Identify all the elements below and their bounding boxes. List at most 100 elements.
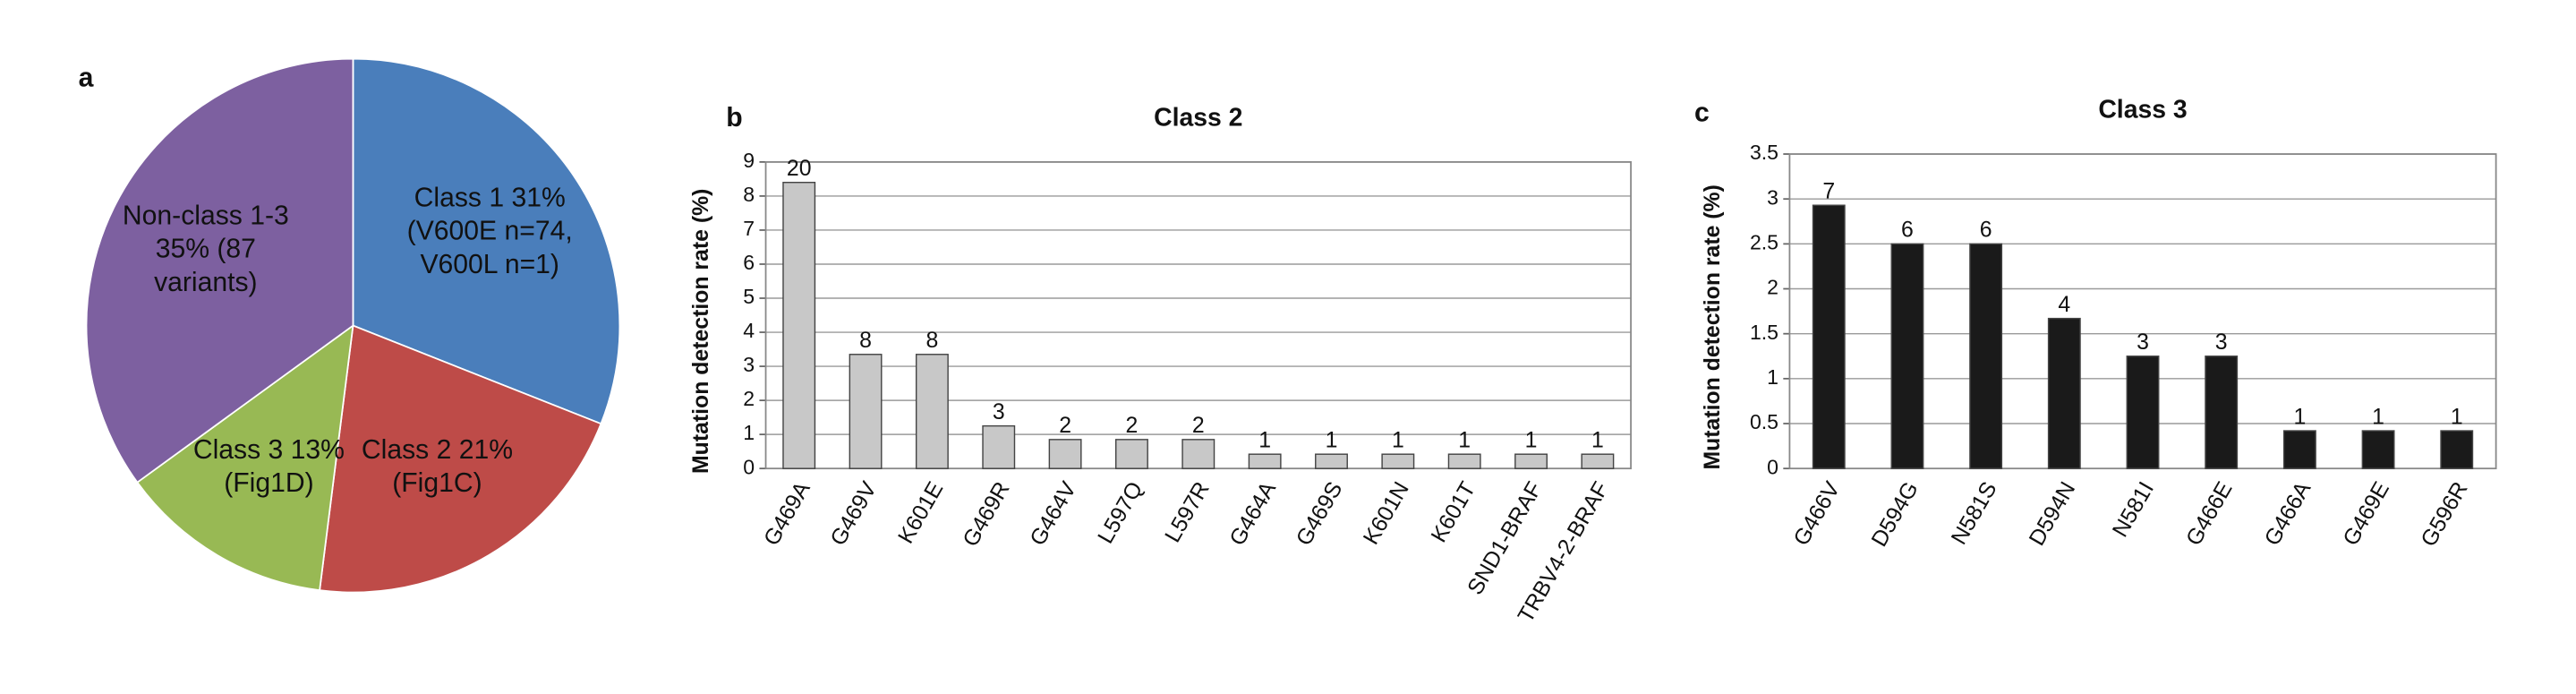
x-tick-label: G469S	[1292, 478, 1347, 550]
bar	[1381, 453, 1415, 469]
x-tick-label: G466E	[2182, 478, 2238, 550]
bar	[1890, 243, 1924, 469]
panel-letter: c	[1694, 99, 1710, 128]
bar-count-label: 1	[1392, 429, 1404, 453]
bar-count-label: 2	[1192, 414, 1205, 438]
bar	[1581, 453, 1615, 469]
bar-count-label: 3	[2137, 330, 2149, 355]
bar-count-label: 4	[2058, 293, 2070, 317]
slice-label: Class 3 13%	[193, 435, 345, 465]
bar	[915, 354, 949, 469]
bar-count-label: 1	[1525, 429, 1538, 453]
pie-slice	[319, 324, 602, 594]
slice-label: V600L n=1)	[420, 250, 559, 279]
y-tick-label: 9	[743, 149, 755, 172]
bar-count-label: 2	[1126, 414, 1139, 438]
y-tick-label: 3	[743, 353, 755, 376]
bar-count-label: 1	[2372, 405, 2384, 429]
bar-count-label: 2	[1059, 414, 1071, 438]
y-tick-label: 2	[743, 387, 755, 410]
bar	[2282, 430, 2316, 469]
y-tick-label: 3.5	[1750, 141, 1778, 164]
slice-label: (Fig1D)	[224, 468, 313, 498]
y-axis-label: Mutation detection rate (%)	[689, 189, 713, 474]
bar-count-label: 8	[859, 329, 872, 353]
bar	[2205, 356, 2239, 469]
slice-label: 35% (87	[156, 235, 256, 264]
x-tick-label: L597R	[1161, 478, 1215, 547]
bar	[1315, 453, 1348, 469]
bar	[1181, 439, 1215, 469]
x-tick-label: K601T	[1427, 478, 1480, 547]
y-tick-label: 2	[1767, 276, 1778, 299]
bar-count-label: 20	[787, 157, 812, 181]
x-tick-label: L597Q	[1094, 478, 1148, 548]
pie-slice	[136, 323, 354, 592]
y-tick-label: 7	[743, 217, 755, 240]
slice-label: Class 1 31%	[414, 183, 566, 212]
bar-count-label: 1	[1326, 429, 1338, 453]
pie-slice	[352, 57, 621, 425]
y-tick-label: 4	[743, 319, 755, 342]
x-tick-label: G469R	[959, 478, 1015, 552]
slice-label: Class 2 21%	[362, 435, 513, 465]
x-tick-label: G469E	[2339, 478, 2394, 550]
x-tick-label: G469V	[826, 477, 882, 550]
bar	[2047, 317, 2081, 469]
bar-count-label: 1	[2293, 405, 2306, 429]
x-tick-label: N581I	[2108, 478, 2158, 542]
bar	[1969, 243, 2003, 469]
bar	[1115, 439, 1148, 469]
y-tick-label: 5	[743, 285, 755, 308]
slice-label: (V600E n=74,	[407, 217, 573, 246]
x-tick-label: N581S	[1947, 478, 2001, 549]
x-tick-label: G469A	[760, 477, 815, 550]
x-tick-label: G464A	[1225, 477, 1281, 550]
x-tick-label: G596R	[2417, 478, 2473, 552]
bar-count-label: 6	[1901, 218, 1914, 243]
pie-slice	[85, 57, 354, 484]
bar	[1248, 453, 1282, 469]
bar	[782, 182, 816, 469]
panel-letter: a	[79, 64, 94, 93]
bar	[982, 424, 1016, 469]
bar-count-label: 3	[2215, 330, 2228, 355]
slice-label: variants)	[154, 268, 258, 297]
y-tick-label: 0	[1767, 455, 1778, 478]
bar-count-label: 7	[1822, 180, 1835, 204]
bar-count-label: 1	[1458, 429, 1471, 453]
bar	[1514, 453, 1548, 469]
x-tick-label: G466A	[2260, 477, 2316, 550]
x-tick-label: G464V	[1026, 477, 1081, 550]
bar	[1812, 204, 1846, 469]
y-axis-label: Mutation detection rate (%)	[1701, 184, 1725, 469]
x-tick-label: K601N	[1359, 478, 1413, 549]
slice-label: Non-class 1-3	[123, 201, 289, 230]
y-tick-label: 1	[1767, 365, 1778, 389]
y-tick-label: 1.5	[1750, 321, 1778, 344]
chart-title: Class 2	[1154, 104, 1242, 133]
x-tick-label: G466V	[1789, 477, 1845, 550]
x-tick-label: D594N	[2025, 478, 2080, 550]
bar-count-label: 3	[993, 400, 1005, 424]
bar	[2361, 430, 2395, 469]
bar-count-label: 6	[1980, 218, 1992, 243]
panel-letter: b	[726, 103, 742, 133]
y-tick-label: 0.5	[1750, 410, 1778, 433]
slice-label: (Fig1C)	[392, 468, 482, 498]
chart-title: Class 3	[2098, 96, 2187, 124]
bar-count-label: 8	[925, 329, 938, 353]
bar	[849, 354, 883, 469]
bar	[1048, 439, 1082, 469]
bar	[2126, 356, 2160, 469]
x-tick-label: K601E	[894, 478, 949, 548]
bar	[1447, 453, 1481, 469]
bar-count-label: 1	[1258, 429, 1271, 453]
y-tick-label: 1	[743, 421, 755, 444]
y-tick-label: 6	[743, 251, 755, 274]
bar-count-label: 1	[2451, 405, 2463, 429]
bar-count-label: 1	[1591, 429, 1604, 453]
bar	[2440, 430, 2474, 469]
y-tick-label: 0	[743, 455, 755, 478]
